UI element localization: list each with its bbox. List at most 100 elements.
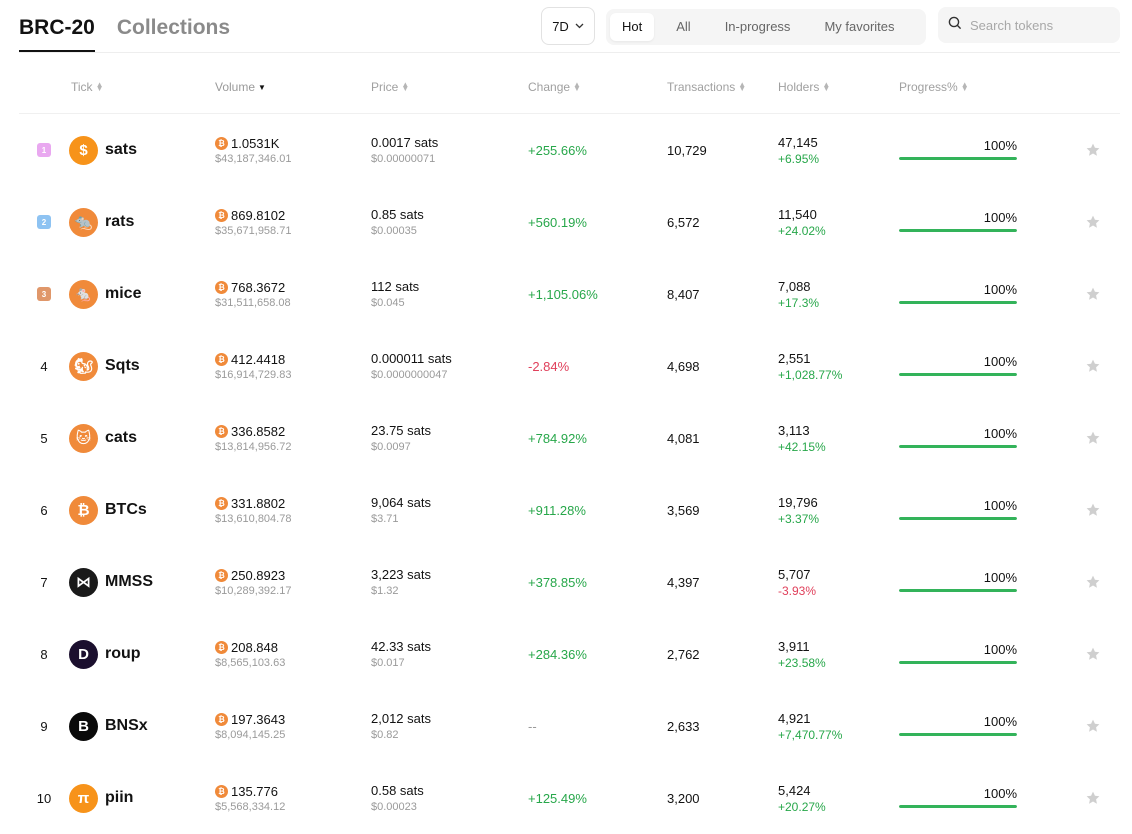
transactions-cell: 4,397 <box>667 574 700 590</box>
change-cell: +284.36% <box>528 646 587 662</box>
col-tick[interactable]: Tick ▲ ▼ <box>71 80 104 94</box>
table-row-mice[interactable]: 3 🐁 mice ₿ 768.3672 $31,511,658.08 112 sa… <box>19 258 1120 330</box>
volume-usd: $35,671,958.71 <box>215 225 292 237</box>
favorite-star-icon[interactable] <box>1085 618 1101 690</box>
holders-count: 7,088 <box>778 279 811 294</box>
progress-cell: 100% <box>899 426 1017 448</box>
tick-name[interactable]: BNSx <box>105 717 148 734</box>
bitcoin-icon: ₿ <box>215 640 228 654</box>
filter-my-favorites[interactable]: My favorites <box>824 19 895 34</box>
progress-label: 100% <box>983 714 1017 729</box>
progress-fill <box>899 661 1017 664</box>
sort-icon: ▲ ▼ <box>573 80 581 93</box>
favorite-star-icon[interactable] <box>1085 330 1101 402</box>
progress-bar <box>899 157 1017 160</box>
holders-cell: 2,551 +1,028.77% <box>778 351 842 382</box>
rank-cell: 10 <box>36 790 52 806</box>
filter-in-progress[interactable]: In-progress <box>724 19 791 34</box>
progress-label: 100% <box>983 138 1017 153</box>
favorite-star-icon[interactable] <box>1085 474 1101 546</box>
search-input[interactable] <box>970 17 1110 33</box>
tab-collections[interactable]: Collections <box>116 16 231 39</box>
col-change[interactable]: Change ▲ ▼ <box>528 80 581 94</box>
sort-icon: ▲ ▼ <box>822 80 831 93</box>
dollar-coin-icon: $ <box>69 135 98 165</box>
volume-cell: ₿ 336.8582 $13,814,956.72 <box>215 423 291 453</box>
progress-bar <box>899 445 1017 448</box>
tick-name[interactable]: mice <box>105 285 142 302</box>
tick-cell: 🐁 mice <box>69 258 141 330</box>
progress-label: 100% <box>983 426 1017 441</box>
table-row-sqts[interactable]: 4 🐿 Sqts ₿ 412.4418 $16,914,729.83 0.0000… <box>19 330 1120 402</box>
favorite-star-icon[interactable] <box>1085 258 1101 330</box>
change-cell: +125.49% <box>528 790 587 806</box>
sort-icon: ▲ ▼ <box>95 80 104 93</box>
table-row-rats[interactable]: 2 🐀 rats ₿ 869.8102 $35,671,958.71 0.85 s… <box>19 186 1120 258</box>
table-row-btcs[interactable]: 6 ₿ BTCs ₿ 331.8802 $13,610,804.78 9,064 … <box>19 474 1120 546</box>
holders-count: 3,113 <box>778 423 810 438</box>
table-row-roup[interactable]: 8 D roup ₿ 208.848 $8,565,103.63 42.33 sa… <box>19 618 1120 690</box>
rank-cell: 6 <box>40 502 48 518</box>
progress-label: 100% <box>983 210 1017 225</box>
filter-all[interactable]: All <box>676 19 691 34</box>
progress-label: 100% <box>983 642 1017 657</box>
tick-name[interactable]: MMSS <box>105 573 153 590</box>
tick-cell: 🐱 cats <box>69 402 137 474</box>
tick-name[interactable]: piin <box>105 789 134 806</box>
favorite-star-icon[interactable] <box>1085 690 1101 762</box>
roup-logo-icon: D <box>69 639 98 669</box>
bitcoin-icon: ₿ <box>69 495 98 525</box>
volume-cell: ₿ 197.3643 $8,094,145.25 <box>215 711 285 741</box>
progress-label: 100% <box>983 786 1017 801</box>
holders-count: 47,145 <box>778 135 818 150</box>
filter-hot[interactable]: Hot <box>610 13 655 41</box>
tick-name[interactable]: sats <box>105 141 138 158</box>
price-sats: 0.85 sats <box>371 207 424 222</box>
progress-fill <box>899 517 1017 520</box>
transactions-cell: 3,569 <box>667 502 700 518</box>
progress-bar <box>899 805 1017 808</box>
volume-btc: 197.3643 <box>231 711 286 727</box>
volume-usd: $16,914,729.83 <box>215 369 292 381</box>
col-transactions[interactable]: Transactions ▲ ▼ <box>667 80 747 94</box>
favorite-star-icon[interactable] <box>1085 186 1101 258</box>
progress-cell: 100% <box>899 282 1017 304</box>
tick-name[interactable]: rats <box>105 213 135 230</box>
col-holders[interactable]: Holders ▲ ▼ <box>778 80 831 94</box>
table-row-bnsx[interactable]: 9 B BNSx ₿ 197.3643 $8,094,145.25 2,012 s… <box>19 690 1120 762</box>
price-cell: 0.000011 sats $0.0000000047 <box>371 351 452 381</box>
tick-name[interactable]: cats <box>105 429 138 446</box>
rank-badge-gold: 1 <box>37 143 51 157</box>
table-row-sats[interactable]: 1 $ sats ₿ 1.0531K $43,187,346.01 0.0017 … <box>19 114 1120 186</box>
price-cell: 112 sats $0.045 <box>371 279 419 309</box>
tick-name[interactable]: BTCs <box>105 501 147 518</box>
rank-cell: 8 <box>40 646 48 662</box>
favorite-star-icon[interactable] <box>1085 114 1101 186</box>
tick-cell: $ sats <box>69 114 137 186</box>
price-cell: 23.75 sats $0.0097 <box>371 423 431 453</box>
volume-btc: 135.776 <box>231 783 278 799</box>
favorite-star-icon[interactable] <box>1085 402 1101 474</box>
change-cell: +560.19% <box>528 214 587 230</box>
table-row-mmss[interactable]: 7 ⋈ MMSS ₿ 250.8923 $10,289,392.17 3,223 … <box>19 546 1120 618</box>
col-volume[interactable]: Volume ▼ <box>215 80 266 94</box>
col-price[interactable]: Price ▲ ▼ <box>371 80 410 94</box>
period-select[interactable]: 7D <box>541 7 595 45</box>
rank-cell: 2 <box>31 186 57 258</box>
change-cell: +911.28% <box>528 502 586 518</box>
col-progress[interactable]: Progress% ▲ ▼ <box>899 80 969 94</box>
progress-bar <box>899 229 1017 232</box>
tick-name[interactable]: roup <box>105 645 141 662</box>
volume-btc: 331.8802 <box>231 495 286 511</box>
progress-cell: 100% <box>899 786 1017 808</box>
change-cell: +378.85% <box>528 574 587 590</box>
transactions-cell: 2,633 <box>667 718 700 734</box>
favorite-star-icon[interactable] <box>1085 762 1101 834</box>
volume-btc: 869.8102 <box>231 207 286 223</box>
table-row-cats[interactable]: 5 🐱 cats ₿ 336.8582 $13,814,956.72 23.75 … <box>19 402 1120 474</box>
tick-name[interactable]: Sqts <box>105 357 140 374</box>
volume-usd: $31,511,658.08 <box>215 297 291 309</box>
favorite-star-icon[interactable] <box>1085 546 1101 618</box>
table-row-piin[interactable]: 10 π piin ₿ 135.776 $5,568,334.12 0.58 sa… <box>19 762 1120 834</box>
tab-brc20[interactable]: BRC-20 <box>19 14 95 52</box>
